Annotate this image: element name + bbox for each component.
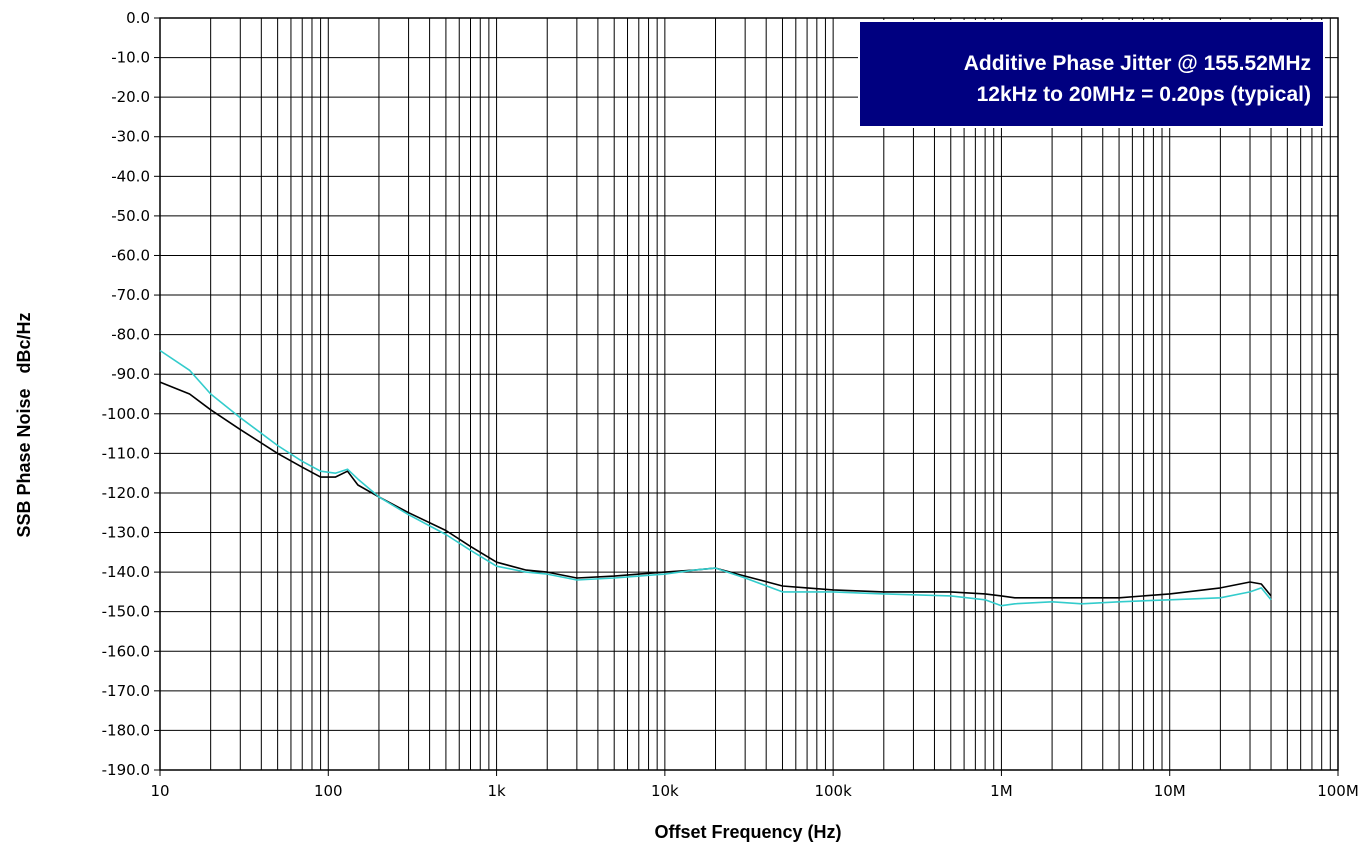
- annotation-line-1: Additive Phase Jitter @ 155.52MHz: [963, 52, 1311, 75]
- y-tick-label: -140.0: [102, 563, 150, 581]
- y-tick-label: -190.0: [102, 761, 150, 779]
- x-tick-label: 100k: [814, 782, 852, 800]
- y-tick-label: -50.0: [111, 207, 150, 225]
- x-tick-label: 1k: [487, 782, 506, 800]
- chart-grid: [159, 17, 1339, 771]
- x-axis-ticks: 10 100 1k 10k 100k 1M 10M 100M: [150, 770, 1359, 800]
- series-line-2: [159, 349, 1272, 607]
- x-axis-title: Offset Frequency (Hz): [654, 822, 841, 842]
- x-tick-label: 1M: [990, 782, 1013, 800]
- chart-series-group: [159, 349, 1272, 607]
- x-tick-label: 10: [150, 782, 169, 800]
- y-tick-label: -150.0: [102, 603, 150, 621]
- x-tick-label: 100M: [1317, 782, 1359, 800]
- x-tick-label: 100: [314, 782, 343, 800]
- y-tick-label: -10.0: [111, 49, 150, 67]
- y-tick-label: -40.0: [111, 167, 150, 185]
- y-tick-label: -110.0: [102, 444, 150, 462]
- series-line-1: [159, 381, 1272, 599]
- x-tick-label: 10k: [651, 782, 679, 800]
- jitter-annotation-box: Additive Phase Jitter @ 155.52MHz 12kHz …: [858, 20, 1325, 128]
- y-tick-label: -30.0: [111, 128, 150, 146]
- y-axis-title: SSB Phase Noise dBc/Hz: [14, 312, 34, 537]
- plot-frame: [159, 17, 1339, 771]
- y-tick-label: -80.0: [111, 326, 150, 344]
- x-tick-label: 10M: [1154, 782, 1186, 800]
- y-tick-label: 0.0: [126, 9, 150, 27]
- y-tick-label: -70.0: [111, 286, 150, 304]
- y-tick-label: -20.0: [111, 88, 150, 106]
- y-tick-label: -60.0: [111, 246, 150, 264]
- y-tick-label: -90.0: [111, 365, 150, 383]
- y-tick-label: -130.0: [102, 524, 150, 542]
- annotation-line-2: 12kHz to 20MHz = 0.20ps (typical): [976, 83, 1311, 106]
- y-tick-label: -170.0: [102, 682, 150, 700]
- y-axis-ticks: 0.0 -10.0 -20.0 -30.0 -40.0 -50.0 -60.0 -70.0 -8…: [102, 9, 160, 779]
- y-tick-label: -100.0: [102, 405, 150, 423]
- y-tick-label: -120.0: [102, 484, 150, 502]
- y-tick-label: -180.0: [102, 721, 150, 739]
- y-tick-label: -160.0: [102, 642, 150, 660]
